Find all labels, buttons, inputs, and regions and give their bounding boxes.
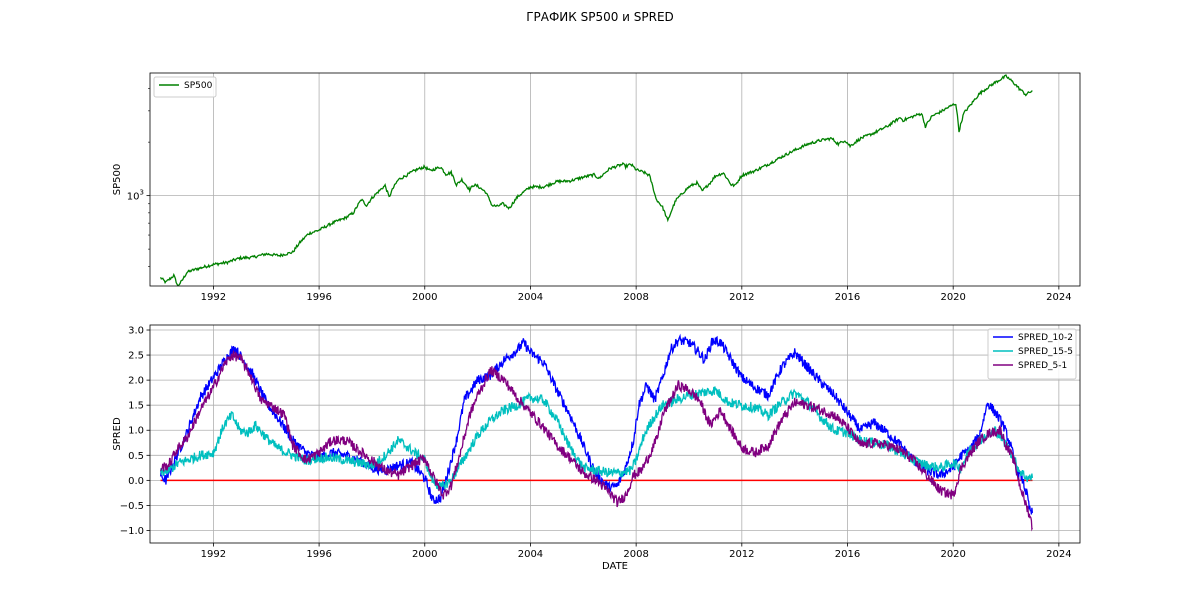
series-line-spred-10-2 <box>159 333 1034 515</box>
y-tick-label-1-5: 1.5 <box>128 401 144 412</box>
y-axis-label: SP500 <box>112 164 123 195</box>
x-axis-label: DATE <box>602 561 628 572</box>
y-tick-label-2-5: 2.5 <box>128 351 144 362</box>
x-tick-label-2008: 2008 <box>623 292 648 303</box>
x-tick-label-2024: 2024 <box>1046 292 1071 303</box>
y-tick-label-0-5: 0.5 <box>128 451 144 462</box>
y-tick-label-1e3: 103 <box>127 189 144 203</box>
figure-title: ГРАФИК SP500 и SPRED <box>526 10 674 24</box>
x-tick-label-2004: 2004 <box>518 549 543 560</box>
legend-label-spred-10-2: SPRED_10-2 <box>1018 333 1073 343</box>
x-tick-label-2016: 2016 <box>835 292 860 303</box>
y-axis-label: SPRED <box>112 417 123 451</box>
series-line-sp500 <box>160 74 1033 286</box>
x-tick-label-2008: 2008 <box>623 549 648 560</box>
legend: SPRED_10-2 SPRED_15-5 SPRED_5-1 <box>987 328 1077 380</box>
legend: SP500 <box>153 76 217 98</box>
sp500-axes: 1992 1996 2000 2004 2008 2012 2016 2020 2024 103 S… <box>112 72 1081 303</box>
x-tick-label-2016: 2016 <box>835 549 860 560</box>
spred-axes: 1992 1996 2000 2004 2008 2012 2016 2020 2024 −1.0… <box>112 324 1081 572</box>
x-tick-label-2004: 2004 <box>518 292 543 303</box>
x-tick-label-2020: 2020 <box>940 549 965 560</box>
y-tick-label-0-0: 0.0 <box>128 476 144 487</box>
x-tick-label-1992: 1992 <box>201 549 226 560</box>
x-tick-label-2012: 2012 <box>729 549 754 560</box>
axes-frame <box>149 324 1081 544</box>
legend-box <box>153 76 217 98</box>
x-tick-label-1996: 1996 <box>306 292 331 303</box>
y-tick-label-1-0: 1.0 <box>128 426 144 437</box>
x-tick-label-2000: 2000 <box>412 549 437 560</box>
y-tick-label-2-0: 2.0 <box>128 376 144 387</box>
legend-label-sp500: SP500 <box>184 81 213 91</box>
legend-label-spred-15-5: SPRED_15-5 <box>1018 347 1073 357</box>
series-line-spred-5-1 <box>160 350 1033 532</box>
y-tick-label-3-0: 3.0 <box>128 326 144 337</box>
axes-frame <box>149 72 1081 287</box>
x-tick-label-2020: 2020 <box>940 292 965 303</box>
x-tick-label-2024: 2024 <box>1046 549 1071 560</box>
legend-box <box>987 328 1077 380</box>
legend-label-spred-5-1: SPRED_5-1 <box>1018 361 1067 371</box>
x-tick-label-2012: 2012 <box>729 292 754 303</box>
y-tick-label-1-0: −1.0 <box>120 526 144 537</box>
x-tick-label-1992: 1992 <box>201 292 226 303</box>
x-tick-label-1996: 1996 <box>306 549 331 560</box>
y-tick-label-0-5: −0.5 <box>120 501 144 512</box>
x-tick-label-2000: 2000 <box>412 292 437 303</box>
